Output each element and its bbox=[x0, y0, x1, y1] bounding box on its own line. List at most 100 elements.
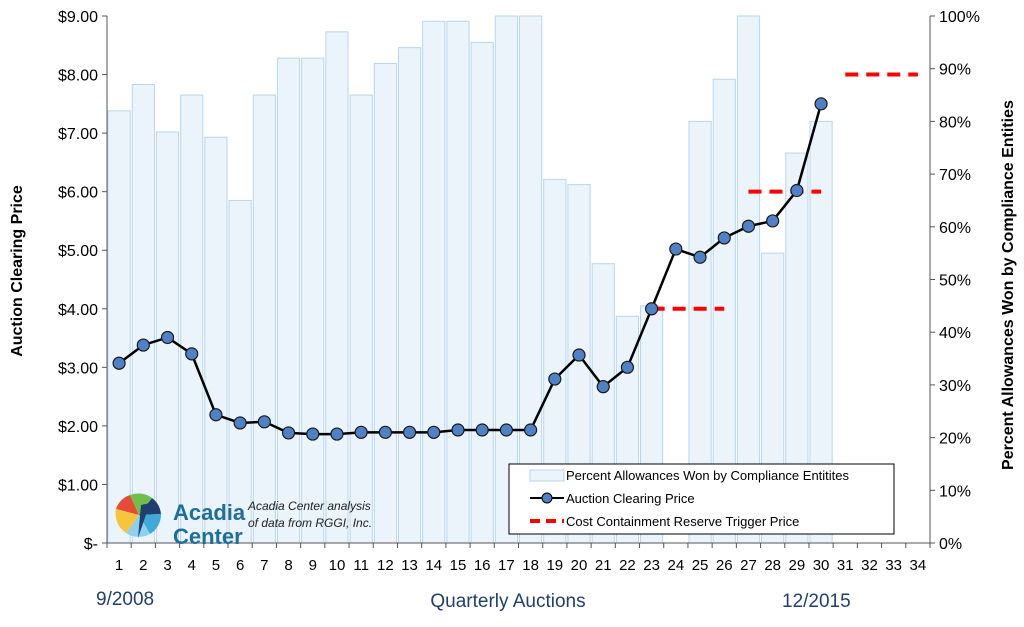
y-left-tick-label: $- bbox=[84, 536, 98, 553]
x-tick-label: 11 bbox=[353, 557, 369, 574]
price-point bbox=[669, 242, 683, 256]
logo-text-line2: Center bbox=[173, 524, 243, 549]
price-point bbox=[766, 214, 780, 228]
y-left-tick-label: $2.00 bbox=[58, 419, 98, 436]
x-tick-label: 18 bbox=[522, 557, 539, 574]
y-left-tick-label: $9.00 bbox=[58, 9, 98, 26]
price-point bbox=[524, 423, 538, 437]
y-right-tick-label: 20% bbox=[939, 431, 971, 448]
credit-line2: of data from RGGI, Inc. bbox=[248, 516, 372, 530]
price-point bbox=[281, 426, 296, 440]
x-tick-label: 12 bbox=[377, 557, 394, 574]
x-tick-label: 29 bbox=[789, 557, 806, 574]
legend-trigger-label: Cost Containment Reserve Trigger Price bbox=[566, 514, 799, 529]
bar bbox=[397, 47, 422, 544]
acadia-logo: Acadia Center bbox=[115, 493, 246, 549]
price-point bbox=[306, 427, 320, 441]
x-tick-label: 27 bbox=[740, 557, 757, 574]
bar bbox=[107, 110, 131, 544]
bar bbox=[349, 94, 373, 544]
axes bbox=[102, 15, 935, 548]
price-point bbox=[741, 219, 756, 233]
bar bbox=[446, 20, 470, 544]
y-left-tick-label: $1.00 bbox=[58, 477, 98, 494]
y-left-tick-label: $8.00 bbox=[58, 68, 98, 85]
price-point bbox=[209, 408, 223, 422]
price-point bbox=[427, 425, 441, 439]
bar-series bbox=[107, 15, 833, 544]
price-point bbox=[160, 330, 175, 345]
price-point bbox=[136, 338, 150, 352]
price-point bbox=[620, 360, 635, 374]
x-tick-label: 25 bbox=[692, 557, 709, 574]
price-point bbox=[548, 372, 562, 386]
legend: Percent Allowances Won by Compliance Ent… bbox=[508, 463, 895, 535]
x-tick-label: 16 bbox=[474, 557, 491, 574]
bar bbox=[228, 199, 252, 544]
x-axis-title: Quarterly Auctions bbox=[430, 591, 585, 612]
y-right-tick-label: 0% bbox=[939, 536, 962, 553]
y-axis-left-title: Auction Clearing Price bbox=[9, 185, 26, 357]
price-point bbox=[814, 97, 828, 111]
x-tick-label: 34 bbox=[910, 557, 927, 574]
bar bbox=[276, 57, 301, 544]
bar bbox=[470, 41, 494, 544]
x-tick-label: 5 bbox=[212, 557, 220, 574]
y-right-tick-label: 30% bbox=[939, 378, 971, 395]
legend-box bbox=[508, 463, 895, 535]
price-point bbox=[475, 423, 489, 437]
x-tick-label: 2 bbox=[139, 557, 147, 574]
bar bbox=[422, 20, 446, 544]
logo-text-line1: Acadia bbox=[173, 500, 246, 525]
y-left-tick-label: $5.00 bbox=[58, 243, 98, 260]
price-point bbox=[112, 356, 126, 370]
x-tick-label: 28 bbox=[764, 557, 781, 574]
trigger-series bbox=[651, 72, 918, 311]
y-left-tick-label: $7.00 bbox=[58, 126, 98, 143]
price-point bbox=[645, 302, 659, 316]
x-tick-label: 14 bbox=[425, 557, 442, 574]
bar bbox=[252, 94, 276, 544]
bar bbox=[204, 136, 228, 544]
x-tick-label: 26 bbox=[716, 557, 733, 574]
x-tick-label: 31 bbox=[837, 557, 854, 574]
tick-labels: $- $1.00 $2.00 $3.00 $4.00 $5.00 $6.00 $7.00 $8.… bbox=[58, 9, 980, 574]
y-right-tick-label: 80% bbox=[939, 114, 971, 131]
price-point bbox=[233, 416, 247, 430]
price-point bbox=[378, 425, 392, 439]
x-tick-label: 3 bbox=[163, 557, 171, 574]
price-point bbox=[451, 423, 465, 437]
price-point bbox=[402, 425, 417, 439]
x-tick-label: 10 bbox=[329, 557, 346, 574]
x-tick-label: 4 bbox=[188, 557, 196, 574]
y-right-tick-label: 10% bbox=[939, 483, 971, 500]
price-point bbox=[790, 183, 804, 198]
x-tick-label: 24 bbox=[667, 557, 684, 574]
x-end-label: 12/2015 bbox=[782, 591, 851, 612]
price-point bbox=[499, 423, 513, 437]
x-tick-label: 15 bbox=[450, 557, 467, 574]
x-tick-label: 8 bbox=[284, 557, 292, 574]
price-point bbox=[693, 250, 707, 264]
price-line-series bbox=[112, 97, 828, 441]
price-point bbox=[717, 231, 731, 245]
x-start-label: 9/2008 bbox=[96, 589, 154, 610]
legend-bar-label: Percent Allowances Won by Compliance Ent… bbox=[566, 468, 850, 483]
bar bbox=[325, 31, 349, 544]
x-tick-label: 19 bbox=[546, 557, 563, 574]
y-right-tick-label: 90% bbox=[939, 62, 971, 79]
bar bbox=[180, 94, 204, 544]
x-tick-label: 6 bbox=[236, 557, 244, 574]
x-tick-label: 33 bbox=[885, 557, 902, 574]
bar bbox=[131, 84, 155, 544]
x-tick-label: 30 bbox=[813, 557, 830, 574]
price-point bbox=[572, 348, 586, 362]
y-right-tick-label: 70% bbox=[939, 167, 971, 184]
x-tick-label: 7 bbox=[260, 557, 268, 574]
y-left-tick-label: $6.00 bbox=[58, 185, 98, 202]
logo-mark-icon bbox=[115, 493, 162, 538]
y-right-tick-label: 60% bbox=[939, 220, 971, 237]
x-tick-label: 32 bbox=[861, 557, 878, 574]
price-point bbox=[185, 347, 199, 361]
